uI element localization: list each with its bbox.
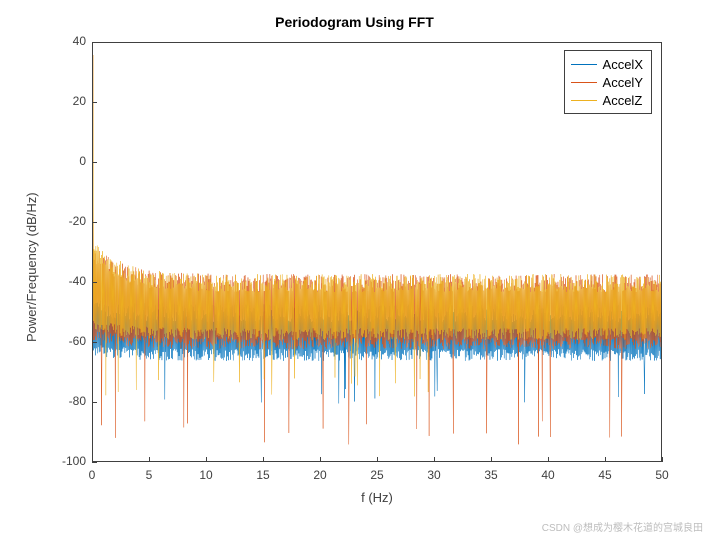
legend-item: AccelX (571, 55, 643, 73)
y-tick-label: 0 (79, 154, 86, 168)
y-axis-label: Power/Frequency (dB/Hz) (24, 192, 39, 342)
x-tick-mark (434, 457, 435, 462)
y-tick-mark (92, 42, 97, 43)
legend-swatch (571, 82, 597, 83)
watermark: CSDN @想成为樱木花道的宫城良田 (542, 519, 703, 534)
legend-label: AccelY (603, 75, 643, 90)
y-tick-label: -40 (69, 274, 86, 288)
chart-title: Periodogram Using FFT (0, 14, 709, 30)
x-tick-mark (320, 457, 321, 462)
y-tick-label: 20 (73, 94, 86, 108)
y-tick-mark (92, 102, 97, 103)
x-tick-label: 10 (196, 468, 216, 482)
x-tick-label: 15 (253, 468, 273, 482)
x-tick-mark (548, 457, 549, 462)
y-tick-mark (92, 342, 97, 343)
x-tick-label: 40 (538, 468, 558, 482)
y-tick-mark (92, 162, 97, 163)
x-tick-mark (263, 457, 264, 462)
y-tick-label: -20 (69, 214, 86, 228)
y-tick-mark (92, 402, 97, 403)
x-tick-label: 50 (652, 468, 672, 482)
x-tick-mark (149, 457, 150, 462)
legend: AccelX AccelY AccelZ (564, 50, 652, 114)
x-axis-label: f (Hz) (92, 490, 662, 505)
x-tick-mark (206, 457, 207, 462)
legend-swatch (571, 100, 597, 101)
y-tick-label: -80 (69, 394, 86, 408)
legend-swatch (571, 64, 597, 65)
x-tick-label: 30 (424, 468, 444, 482)
x-tick-label: 5 (139, 468, 159, 482)
y-tick-label: -60 (69, 334, 86, 348)
legend-label: AccelZ (603, 93, 643, 108)
legend-item: AccelY (571, 73, 643, 91)
x-tick-mark (605, 457, 606, 462)
legend-label: AccelX (603, 57, 643, 72)
x-tick-mark (377, 457, 378, 462)
y-tick-mark (92, 282, 97, 283)
x-tick-mark (491, 457, 492, 462)
y-tick-mark (92, 462, 97, 463)
chart-root: Periodogram Using FFT Power/Frequency (d… (0, 0, 709, 536)
x-tick-label: 35 (481, 468, 501, 482)
y-tick-label: -100 (62, 454, 86, 468)
y-tick-mark (92, 222, 97, 223)
x-tick-label: 45 (595, 468, 615, 482)
legend-item: AccelZ (571, 91, 643, 109)
x-tick-label: 20 (310, 468, 330, 482)
y-tick-label: 40 (73, 34, 86, 48)
x-tick-label: 25 (367, 468, 387, 482)
x-tick-mark (662, 457, 663, 462)
x-tick-label: 0 (82, 468, 102, 482)
